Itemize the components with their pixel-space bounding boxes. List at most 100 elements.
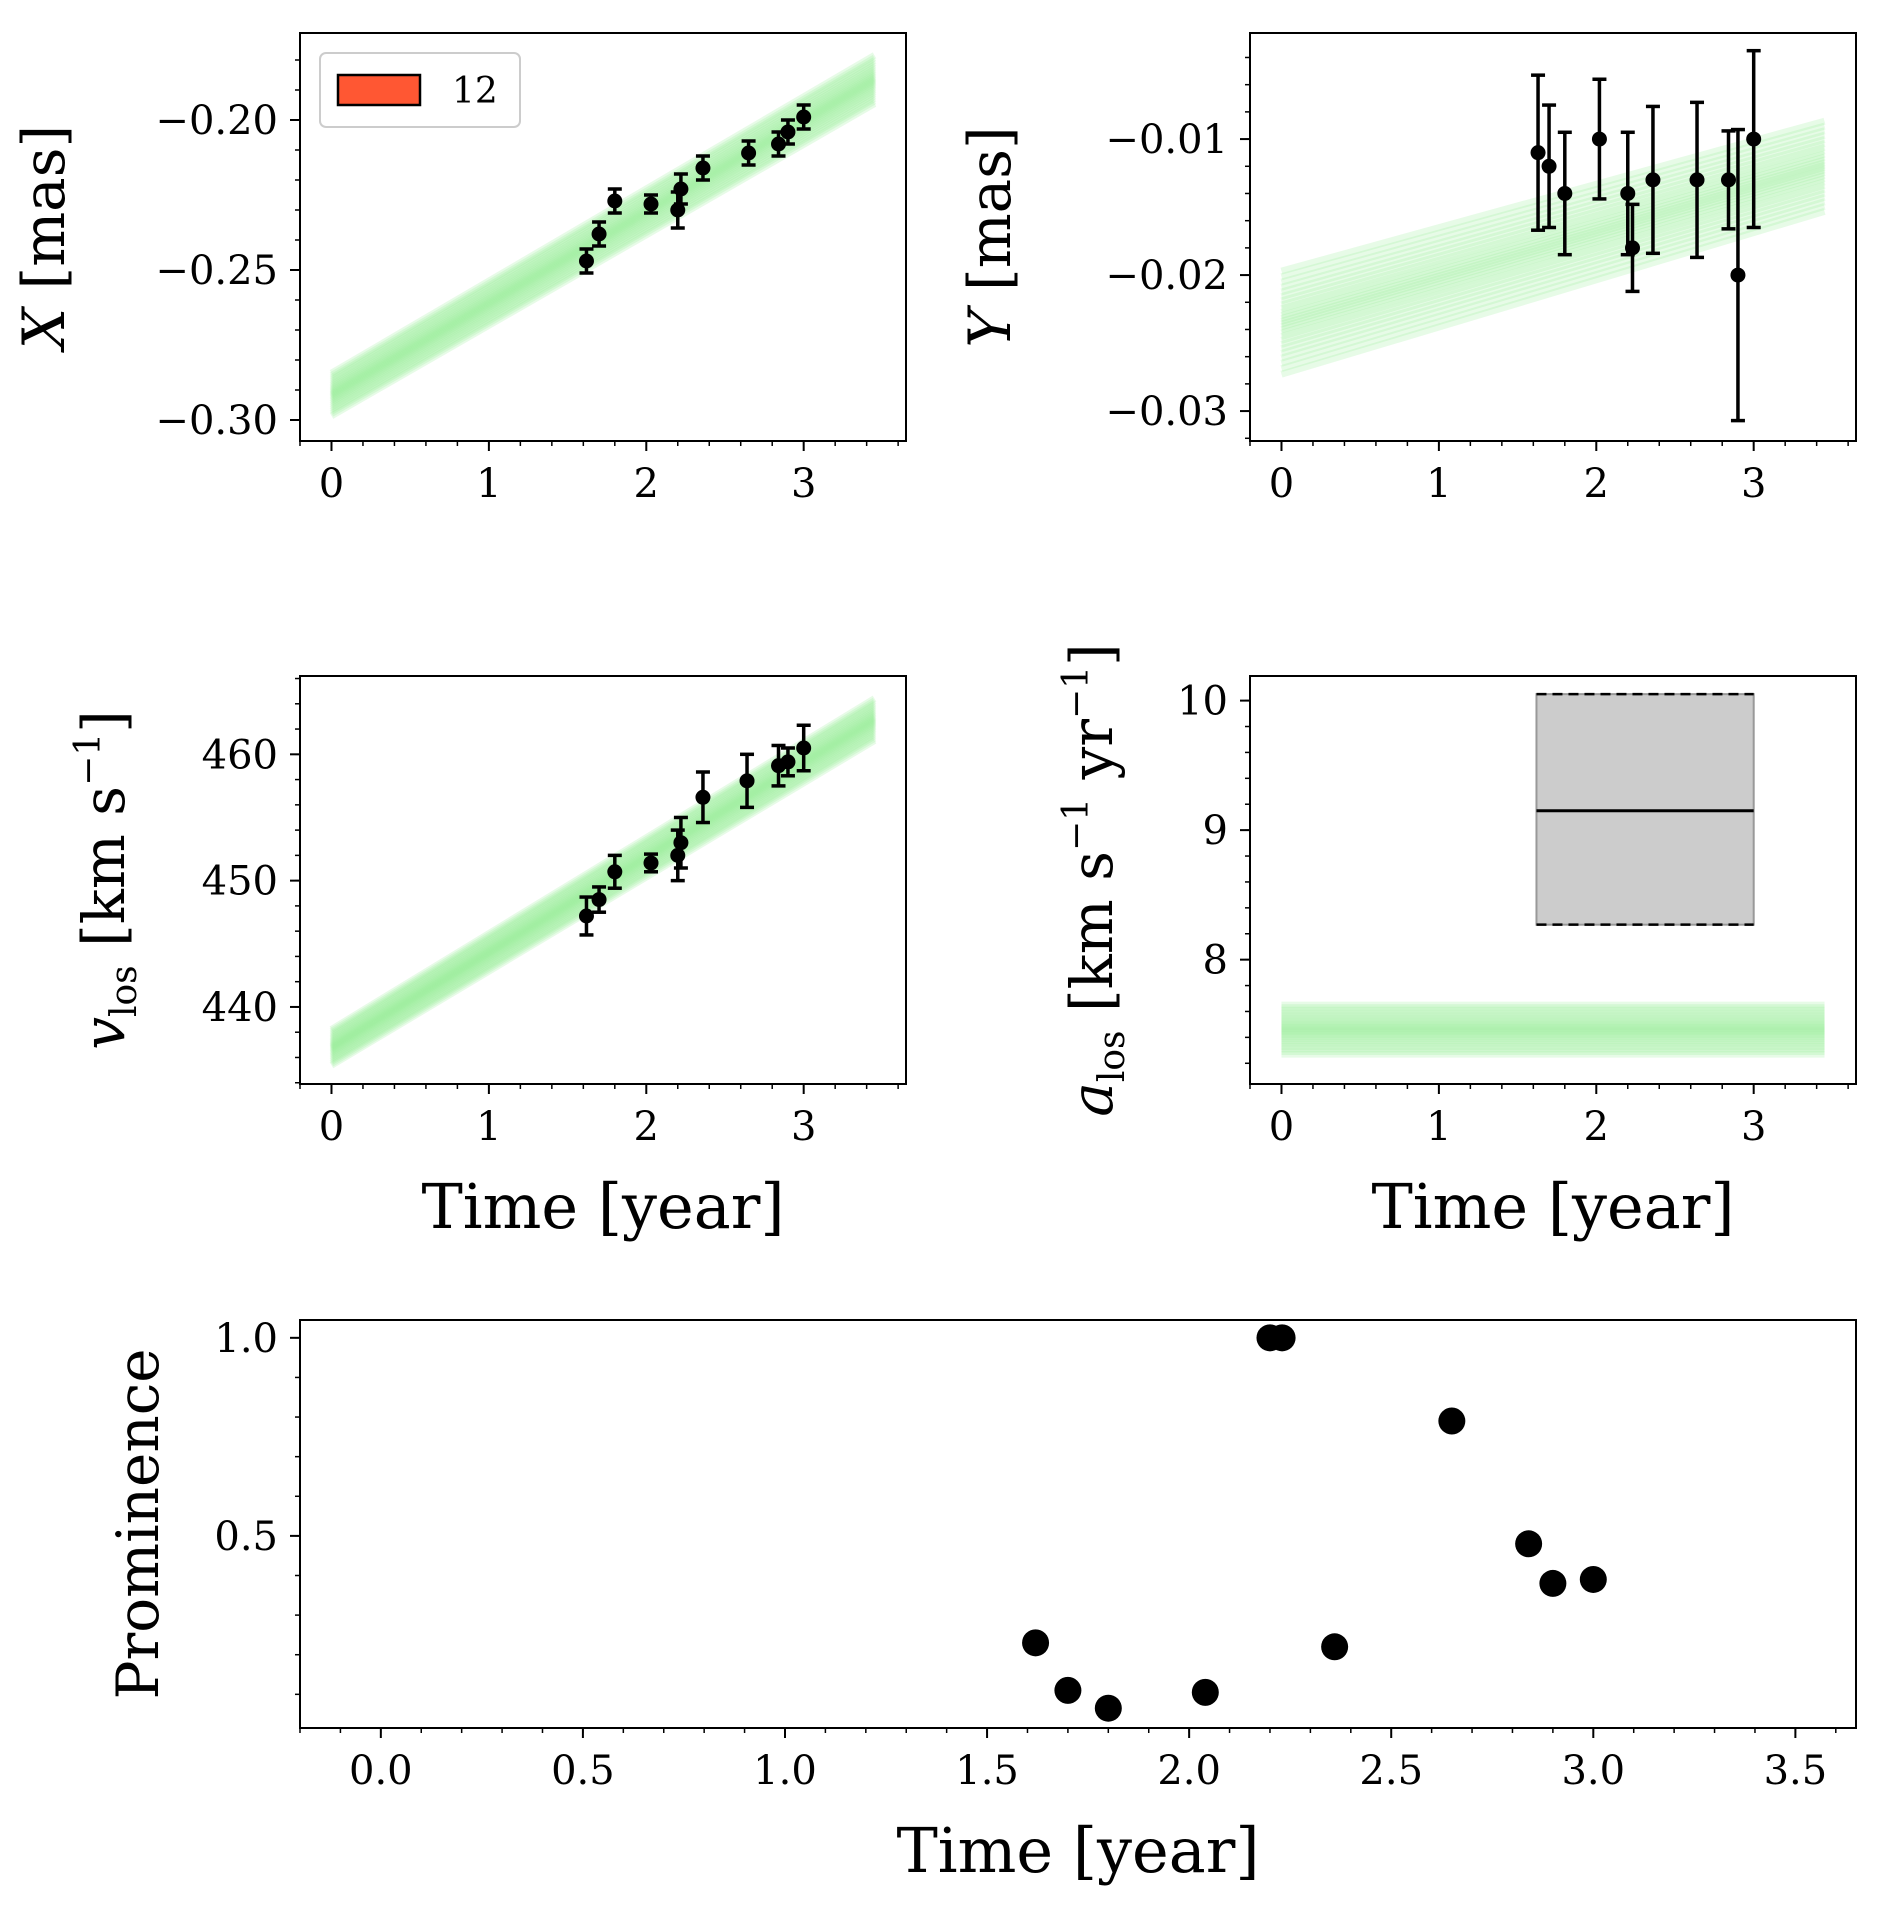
y-tick-label: 0.5 bbox=[214, 1514, 278, 1560]
model-curve bbox=[1280, 189, 1826, 357]
data-point bbox=[796, 740, 812, 756]
data-point bbox=[643, 855, 659, 871]
data-point bbox=[1721, 172, 1737, 188]
x-tick-label: 0 bbox=[1269, 1104, 1294, 1150]
x-tick-label: 0 bbox=[1269, 461, 1294, 507]
x-tick-label: 2 bbox=[634, 461, 659, 507]
axes-frame bbox=[1249, 32, 1857, 442]
y-tick-label: −0.02 bbox=[1105, 253, 1228, 299]
model-curve bbox=[329, 725, 877, 1058]
data-point bbox=[780, 124, 796, 140]
x-tick-label: 0.0 bbox=[349, 1748, 413, 1794]
x-tick-label: 2 bbox=[1584, 1104, 1609, 1150]
model-curve bbox=[1280, 164, 1826, 328]
model-curve bbox=[329, 714, 877, 1049]
model-curve bbox=[1280, 117, 1826, 275]
data-point bbox=[670, 202, 686, 218]
model-curve bbox=[1280, 207, 1826, 378]
model-curve bbox=[329, 95, 877, 415]
y-tick-label: 450 bbox=[202, 859, 278, 905]
y-axis-label: Prominence bbox=[104, 1348, 172, 1699]
legend: 12 bbox=[319, 52, 521, 128]
x-axis-label: Time [year] bbox=[421, 1170, 784, 1243]
model-curve bbox=[1280, 203, 1826, 372]
data-point bbox=[741, 145, 757, 161]
model-curve bbox=[1280, 178, 1826, 344]
data-point bbox=[591, 892, 607, 908]
data-point bbox=[695, 160, 711, 176]
y-tick-label: −0.25 bbox=[155, 248, 278, 294]
data-point bbox=[1054, 1676, 1082, 1704]
x-tick-label: 2.5 bbox=[1359, 1748, 1423, 1794]
model-curve bbox=[329, 723, 877, 1057]
data-point bbox=[1268, 1324, 1296, 1352]
y-tick-label: 1.0 bbox=[214, 1316, 278, 1362]
x-tick-label: 0 bbox=[319, 1104, 344, 1150]
x-tick-label: 1.5 bbox=[955, 1748, 1019, 1794]
x-tick-label: 3 bbox=[791, 461, 816, 507]
x-tick-label: 1 bbox=[476, 1104, 501, 1150]
data-point bbox=[1530, 145, 1546, 161]
data-point bbox=[1591, 131, 1607, 147]
x-tick-label: 0 bbox=[319, 461, 344, 507]
model-curve bbox=[1280, 185, 1826, 353]
data-point bbox=[780, 754, 796, 770]
data-point bbox=[739, 773, 755, 789]
x-tick-label: 3 bbox=[791, 1104, 816, 1150]
plot-area bbox=[1280, 117, 1826, 378]
data-point bbox=[1624, 240, 1640, 256]
y-tick-label: 460 bbox=[202, 732, 278, 778]
x-tick-label: 3.5 bbox=[1764, 1748, 1828, 1794]
model-curve bbox=[329, 695, 877, 1033]
x-tick-label: 2 bbox=[634, 1104, 659, 1150]
x-tick-label: 3 bbox=[1741, 461, 1766, 507]
model-curve bbox=[329, 54, 877, 379]
data-point bbox=[591, 226, 607, 242]
y-axis-label: Y [mas] bbox=[956, 126, 1024, 347]
model-curve bbox=[329, 722, 877, 1056]
model-curve bbox=[1280, 127, 1826, 286]
model-curve bbox=[1280, 166, 1826, 331]
data-point bbox=[1539, 1569, 1567, 1597]
y-tick-label: 440 bbox=[202, 985, 278, 1031]
legend-label: 12 bbox=[452, 71, 498, 112]
data-point bbox=[1689, 172, 1705, 188]
y-tick-label: 9 bbox=[1203, 808, 1228, 854]
panel-line-of-sight-acceleration: 0 1 2 3 8 9 10 alos [km s−1 yr−1] Time [year] bbox=[1056, 643, 1857, 1243]
panel-prominence: 0.0 0.5 1.0 1.5 2.0 2.5 3.0 3.5 0.5 1.0 Prominence… bbox=[104, 1316, 1857, 1887]
model-curve bbox=[329, 82, 877, 404]
model-curve bbox=[329, 66, 877, 389]
x-tick-label: 2.0 bbox=[1157, 1748, 1221, 1794]
model-curve bbox=[1280, 156, 1826, 319]
data-point bbox=[1321, 1633, 1349, 1661]
x-tick-label: 1 bbox=[1426, 1104, 1451, 1150]
x-axis-label: Time [year] bbox=[896, 1814, 1259, 1887]
data-point bbox=[578, 908, 594, 924]
x-tick-label: 0.5 bbox=[551, 1748, 615, 1794]
data-point bbox=[673, 181, 689, 197]
data-point bbox=[695, 789, 711, 805]
data-point bbox=[1620, 185, 1636, 201]
axes-frame bbox=[299, 32, 907, 442]
data-point bbox=[643, 196, 659, 212]
y-tick-label: 8 bbox=[1203, 938, 1228, 984]
axes-frame bbox=[299, 1319, 1857, 1729]
data-point bbox=[607, 864, 623, 880]
data-point bbox=[1022, 1629, 1050, 1657]
data-point bbox=[1438, 1407, 1466, 1435]
data-point bbox=[1191, 1678, 1219, 1706]
axes-frame bbox=[1249, 675, 1857, 1085]
model-curve bbox=[1280, 181, 1826, 348]
model-curve bbox=[1280, 161, 1826, 325]
y-axis-label: vlos [km s−1] bbox=[68, 710, 145, 1050]
y-tick-label: 10 bbox=[1177, 679, 1228, 725]
data-point bbox=[673, 835, 689, 851]
model-curve bbox=[329, 57, 877, 381]
x-axis-label: Time [year] bbox=[1371, 1170, 1734, 1243]
x-tick-label: 3.0 bbox=[1561, 1748, 1625, 1794]
panel-x-position: 0 1 2 3−0.30−0.25−0.20X [mas]12 bbox=[10, 32, 907, 507]
model-curve bbox=[1280, 193, 1826, 362]
model-curve bbox=[329, 97, 877, 417]
y-axis-label: alos [km s−1 yr−1] bbox=[1056, 643, 1133, 1116]
